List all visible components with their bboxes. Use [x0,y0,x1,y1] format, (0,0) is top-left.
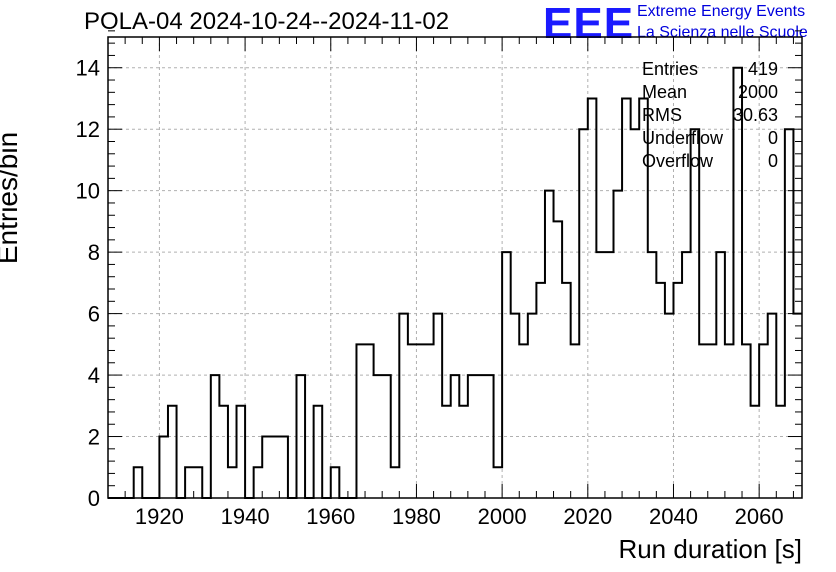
x-tick-label: 1920 [135,504,184,529]
stats-value: 0 [767,128,778,148]
stats-box: Entries 419 Mean 2000 RMS 30.63 Underflo… [642,58,778,173]
stats-value: 419 [747,59,778,79]
x-tick-label: 2060 [735,504,784,529]
y-tick-label: 8 [88,240,100,265]
y-tick-label: 6 [88,302,100,327]
stats-row-entries: Entries 419 [642,58,778,81]
x-tick-label: 1940 [221,504,270,529]
stats-label: RMS [642,105,682,125]
stats-label: Underflow [642,128,724,148]
stats-value: 30.63 [732,105,778,125]
stats-row-rms: RMS 30.63 [642,104,778,127]
plot-frame [107,36,803,499]
stats-row-mean: Mean 2000 [642,81,778,104]
stats-value: 2000 [737,82,778,102]
x-axis-label: Run duration [s] [618,534,802,564]
stats-value: 0 [767,151,778,171]
chart-title: POLA-04 2024-10-24--2024-11-02 [84,8,450,35]
y-tick-label: 2 [88,425,100,450]
y-tick-label: 0 [88,486,100,511]
y-tick-label: 4 [88,363,100,388]
logo-line-1: Extreme Energy Events [637,3,806,20]
stats-label: Entries [642,59,699,79]
stats-label: Mean [642,82,688,102]
x-tick-label: 2040 [649,504,698,529]
stats-row-underflow: Underflow 0 [642,127,778,150]
y-tick-label: 10 [76,179,100,204]
stats-row-overflow: Overflow 0 [642,150,778,173]
y-tick-label: 12 [76,117,100,142]
y-tick-label: 14 [76,56,100,81]
x-tick-label: 2000 [478,504,527,529]
histogram-outline [108,66,802,499]
stats-label: Overflow [642,151,714,171]
x-tick-label: 1980 [392,504,441,529]
x-tick-label: 2020 [563,504,612,529]
x-tick-label: 1960 [306,504,355,529]
